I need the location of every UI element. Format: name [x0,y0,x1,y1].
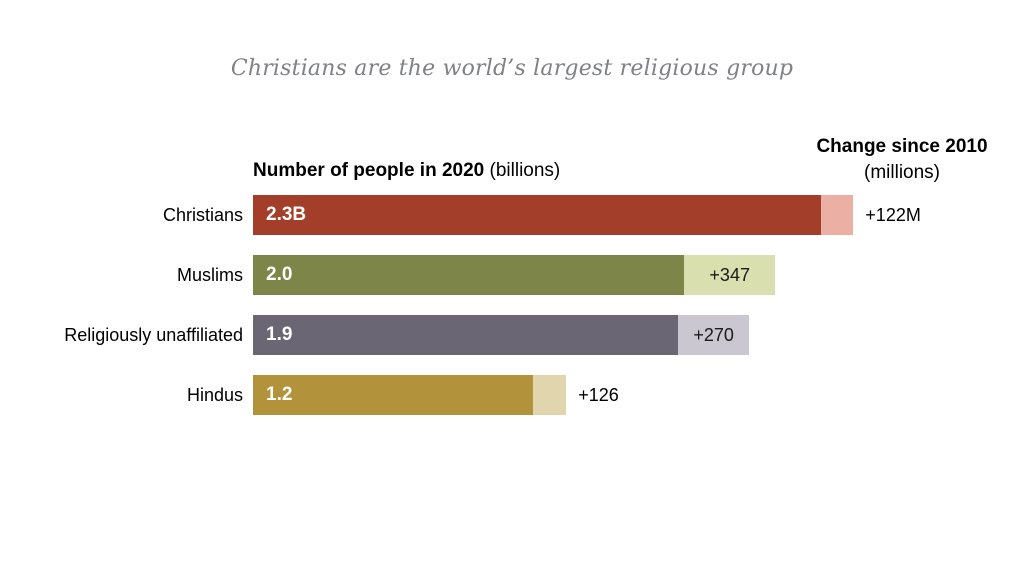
left-column-header: Number of people in 2020 (billions) [253,160,560,182]
left-header-unit-text: (billions) [489,160,561,181]
change-label: +126 [578,385,619,405]
bar-segment-2010-base [253,195,822,235]
bar-segment-change-since-2010 [533,375,567,415]
category-label: Hindus [186,385,243,405]
bar-row-muslims: Muslims 2.0 +347 [0,255,1024,295]
category-label: Christians [162,205,243,225]
bar-row-religiously-unaffiliated: Religiously unaffiliated 1.9 +270 [0,315,1024,355]
change-label: +347 [709,265,750,285]
bar-segment-change-since-2010 [821,195,854,235]
value-label: 1.9 [266,324,293,345]
bar-segment-2010-base [253,375,534,415]
value-label: 1.2 [266,384,293,405]
change-label: +270 [693,325,734,345]
value-label: 2.3B [266,204,307,225]
chart-title: Christians are the world’s largest relig… [230,56,794,81]
bar-segment-change-since-2010 [678,315,749,355]
change-label: +122M [865,205,921,225]
bar-segment-2010-base [253,255,685,295]
value-label: 2.0 [266,264,293,285]
bar-segment-change-since-2010 [684,255,775,295]
left-header-bold-text: Number of people in 2020 [253,160,485,181]
category-label: Muslims [177,265,243,285]
bar-segment-2010-base [253,315,679,355]
right-header-unit-text: (millions) [864,162,940,183]
right-header-bold-text: Change since 2010 [816,136,988,157]
bar-row-hindus: Hindus 1.2 +126 [0,375,1024,415]
category-label: Religiously unaffiliated [64,325,243,345]
right-column-header: Change since 2010 (millions) [780,134,1024,186]
bar-row-christians: Christians 2.3B +122M [0,195,1024,235]
